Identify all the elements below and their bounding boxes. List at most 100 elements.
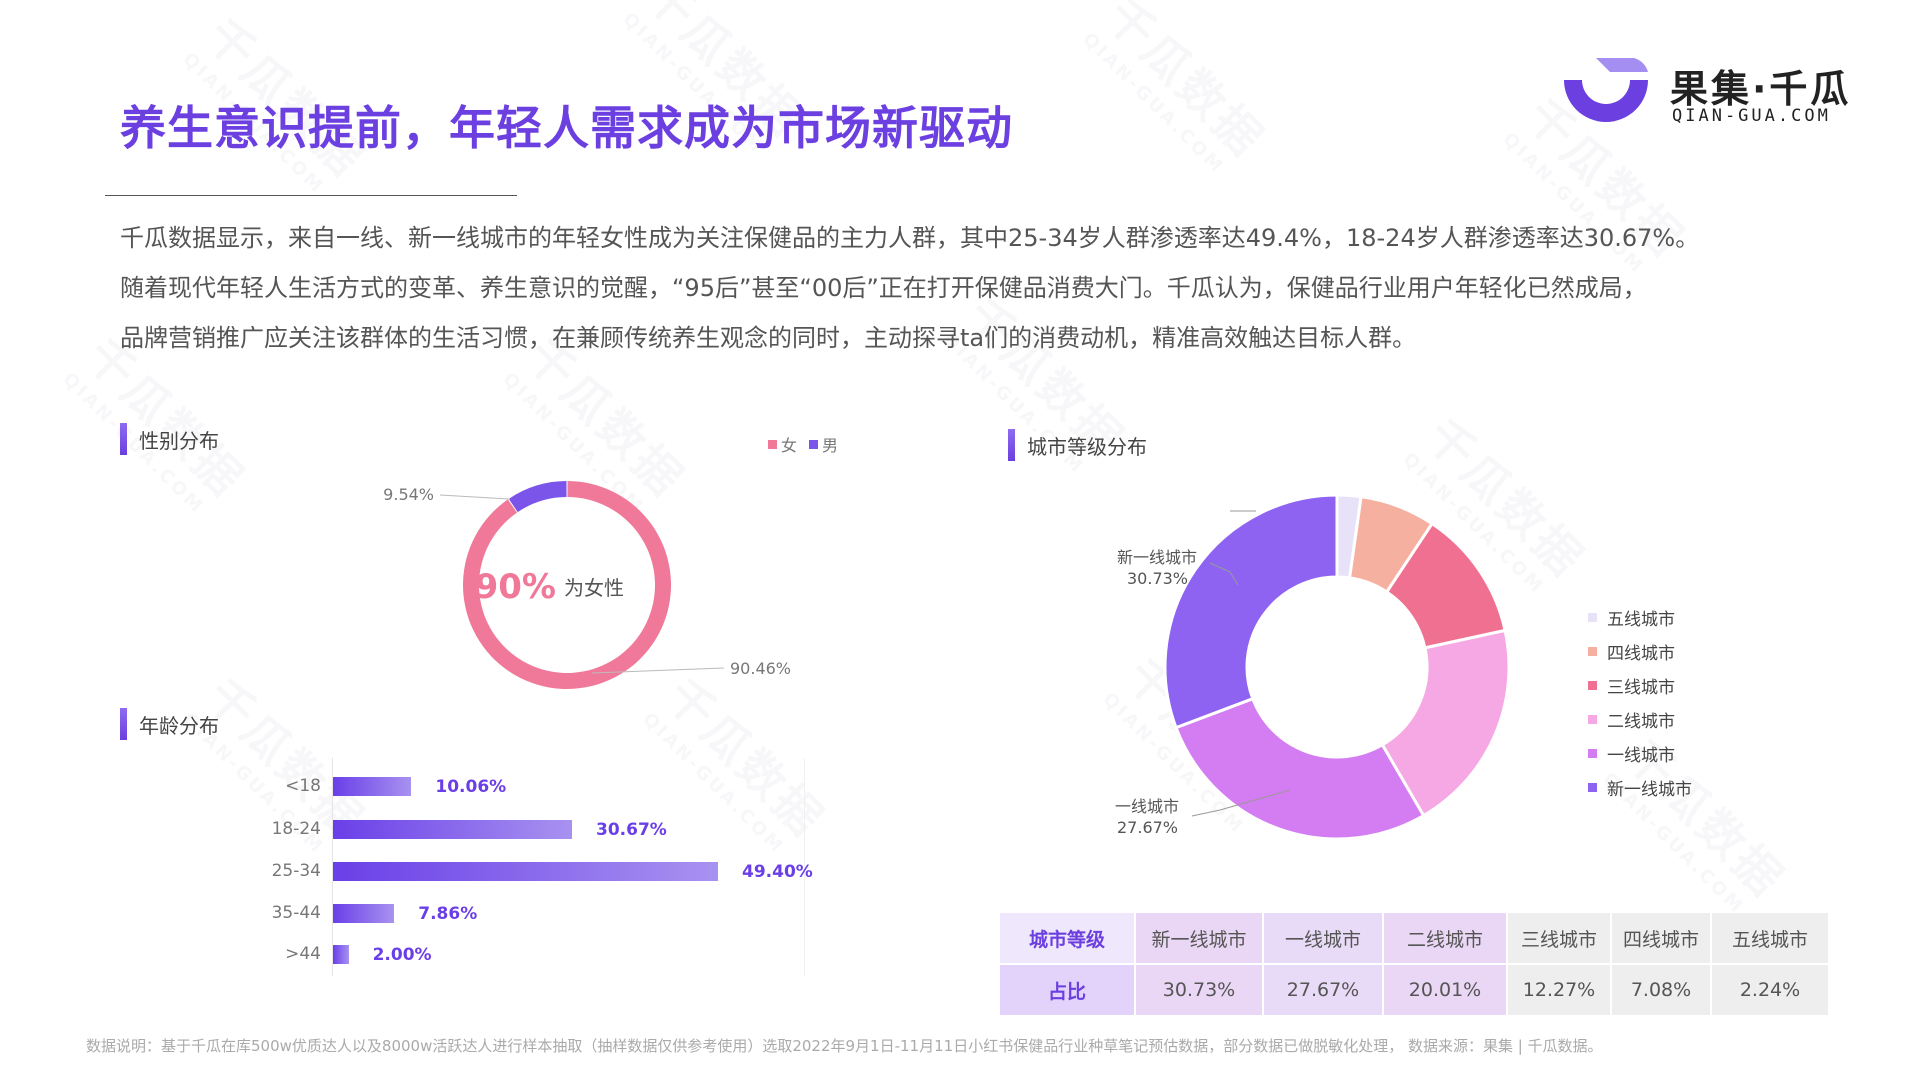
donut-slice: [1163, 493, 1339, 730]
table-header-cell: 新一线城市: [1134, 911, 1264, 965]
donut-slice: [1380, 628, 1511, 818]
page-title: 养生意识提前，年轻人需求成为市场新驱动: [120, 101, 1013, 155]
legend-label: 三线城市: [1607, 677, 1675, 698]
age-grid-line: [804, 758, 805, 976]
table-cell: 27.67%: [1262, 963, 1384, 1017]
gender-section-label: 性别分布: [139, 428, 219, 453]
legend-label: 五线城市: [1607, 609, 1675, 630]
legend-item: 五线城市: [1588, 600, 1692, 634]
legend-swatch: [1588, 646, 1597, 656]
intro-line: 千瓜数据显示，来自一线、新一线城市的年轻女性成为关注保健品的主力人群，其中25-…: [120, 224, 1700, 252]
table-cell: 2.24%: [1710, 963, 1830, 1017]
annotation-yi-name: 一线城市: [1115, 797, 1179, 816]
title-divider: [105, 195, 517, 196]
legend-swatch-male: [809, 439, 819, 449]
legend-label-female: 女: [781, 436, 798, 455]
legend-item: 三线城市: [1588, 668, 1692, 702]
legend-item-male: 男: [809, 432, 838, 456]
annotation-yi-value: 27.67%: [1117, 818, 1178, 837]
table-cell: 20.01%: [1382, 963, 1508, 1017]
table-row: 占比 30.73% 27.67% 20.01% 12.27% 7.08% 2.24%: [998, 963, 1830, 1017]
bar-category-label: 18-24: [271, 819, 321, 839]
legend-swatch: [1588, 714, 1597, 724]
legend-swatch-female: [768, 439, 777, 449]
bar-category-label: <18: [285, 776, 321, 796]
section-marker: [1008, 429, 1015, 461]
table-cell: 7.08%: [1610, 963, 1712, 1017]
leader-line: [591, 667, 725, 674]
bar: [333, 862, 718, 881]
age-section-header: 年龄分布: [120, 708, 219, 740]
table-cell: 30.73%: [1134, 963, 1264, 1017]
table-header-cell: 二线城市: [1382, 911, 1508, 965]
age-axis-line: [332, 758, 333, 976]
leader-line-yi: [1191, 789, 1291, 817]
legend-swatch: [1588, 612, 1597, 622]
table-header-cell: 一线城市: [1262, 911, 1384, 965]
legend-label: 新一线城市: [1607, 779, 1692, 800]
table-cell: 12.27%: [1506, 963, 1612, 1017]
leader-line: [439, 494, 511, 500]
watermark-text: 千瓜数据: [1095, 0, 1276, 168]
donut-center-value: 90%: [475, 567, 556, 607]
bar-value-label: 30.67%: [596, 820, 667, 840]
bar-value-label: 2.00%: [372, 945, 432, 965]
table-header-cell: 三线城市: [1506, 911, 1612, 965]
legend-label: 一线城市: [1607, 745, 1675, 766]
legend-item: 新一线城市: [1588, 770, 1692, 804]
bar: [333, 777, 412, 796]
bar: [333, 904, 395, 923]
legend-item-female: 女: [768, 432, 797, 456]
gender-section-header: 性别分布: [120, 423, 219, 455]
bar: [333, 945, 349, 964]
section-marker: [120, 708, 127, 740]
footer-note: 数据说明：基于千瓜在库500w优质达人以及8000w活跃达人进行样本抽取（抽样数…: [86, 1037, 1603, 1055]
data-label-male: 9.54%: [383, 485, 434, 504]
donut-center-label: 为女性: [564, 576, 624, 600]
table-header-cell-label: 城市等级: [998, 911, 1136, 965]
gender-legend: 女 男: [768, 432, 838, 456]
legend-label: 四线城市: [1607, 643, 1675, 664]
table-header-cell: 四线城市: [1610, 911, 1712, 965]
city-section-header: 城市等级分布: [1008, 429, 1147, 461]
bar: [333, 820, 573, 839]
legend-item: 四线城市: [1588, 634, 1692, 668]
legend-swatch: [1588, 748, 1597, 758]
logo-mark-icon: [1564, 58, 1648, 122]
annotation-xinyi-value: 30.73%: [1127, 569, 1188, 588]
logo-text-cn: 果集·千瓜: [1670, 67, 1852, 111]
leader-line-xinyi: [1209, 562, 1239, 586]
donut-slice-male: [508, 481, 567, 513]
age-section-label: 年龄分布: [139, 713, 219, 738]
watermark-subtext: QIAN-GUA.COM: [1078, 28, 1229, 179]
bar-category-label: 25-34: [271, 861, 321, 881]
bar-value-label: 10.06%: [435, 777, 507, 797]
bar-category-label: 35-44: [271, 903, 321, 923]
city-section-label: 城市等级分布: [1027, 434, 1147, 459]
bar-value-label: 49.40%: [742, 862, 813, 882]
intro-line: 随着现代年轻人生活方式的变革、养生意识的觉醒，“95后”甚至“00后”正在打开保…: [120, 274, 1647, 302]
bar-category-label: >44: [285, 944, 321, 964]
legend-label-male: 男: [822, 436, 839, 455]
legend-item: 二线城市: [1588, 702, 1692, 736]
city-donut-chart: 新一线城市 30.73% 一线城市 27.67%: [1115, 493, 1511, 841]
bar-value-label: 7.86%: [418, 904, 478, 924]
section-marker: [120, 423, 127, 455]
gender-donut-chart: 90% 为女性 9.54% 90.46%: [383, 481, 791, 689]
brand-logo: 果集·千瓜 QIAN-GUA.COM: [1556, 56, 1856, 136]
intro-line: 品牌营销推广应关注该群体的生活习惯，在兼顾传统养生观念的同时，主动探寻ta们的消…: [120, 324, 1417, 352]
annotation-xinyi-name: 新一线城市: [1117, 548, 1197, 567]
donut-slice: [1174, 696, 1426, 841]
logo-text-en: QIAN-GUA.COM: [1672, 106, 1831, 126]
city-legend: 五线城市四线城市三线城市二线城市一线城市新一线城市: [1588, 600, 1692, 804]
legend-label: 二线城市: [1607, 711, 1675, 732]
table-header-row: 城市等级 新一线城市 一线城市 二线城市 三线城市 四线城市 五线城市: [998, 911, 1830, 965]
legend-swatch: [1588, 680, 1597, 690]
city-table: 城市等级 新一线城市 一线城市 二线城市 三线城市 四线城市 五线城市 占比 30.73% 27…: [998, 911, 1830, 1017]
legend-swatch: [1588, 782, 1597, 792]
intro-paragraph: 千瓜数据显示，来自一线、新一线城市的年轻女性成为关注保健品的主力人群，其中25-…: [120, 213, 1860, 363]
data-label-female: 90.46%: [730, 659, 791, 678]
table-header-cell: 五线城市: [1710, 911, 1830, 965]
legend-item: 一线城市: [1588, 736, 1692, 770]
